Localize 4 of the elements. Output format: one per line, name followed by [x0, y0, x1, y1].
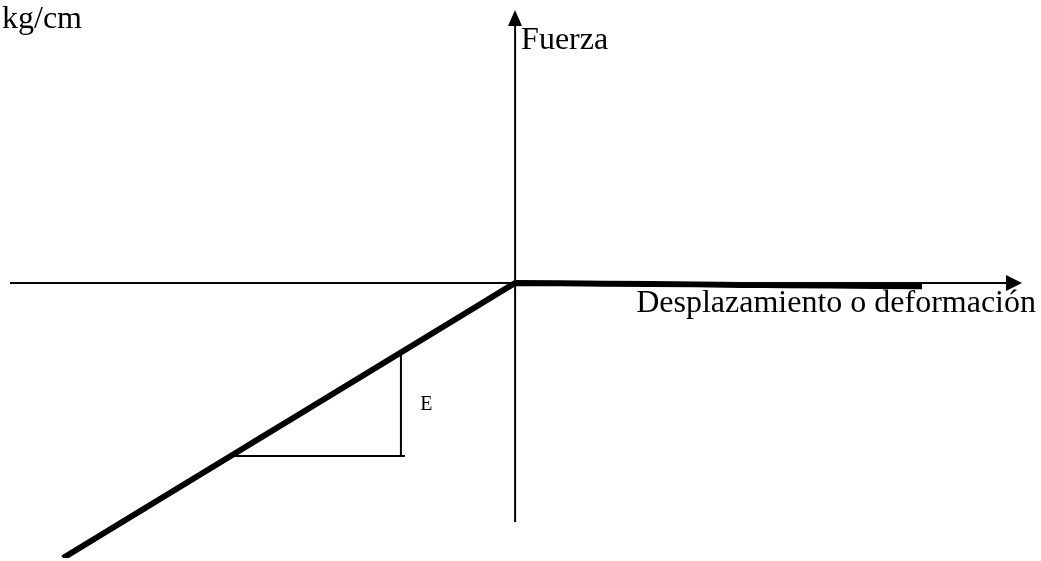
annotation: E [420, 391, 433, 414]
text: Fuerza [521, 20, 609, 56]
x-axis-title: Desplazamiento o deformación [636, 283, 1036, 319]
text: kg/cm [2, 0, 83, 35]
